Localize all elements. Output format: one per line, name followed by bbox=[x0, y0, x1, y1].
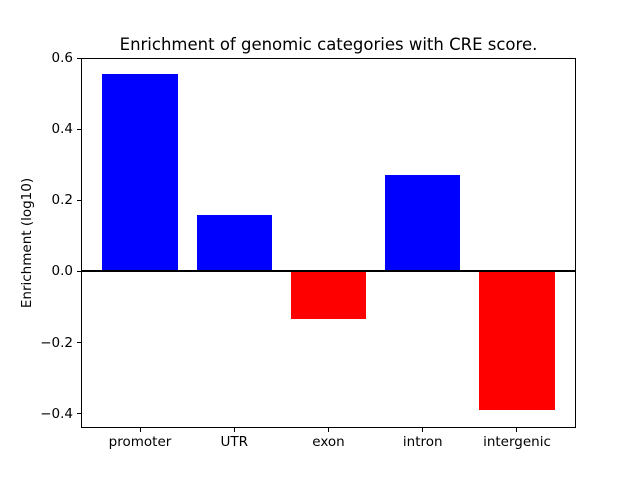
x-tick-label-promoter: promoter bbox=[108, 434, 172, 450]
y-tick-label: −0.2 bbox=[40, 334, 73, 351]
y-tick-mark bbox=[77, 270, 81, 272]
bar-promoter bbox=[102, 74, 178, 272]
chart-title: Enrichment of genomic categories with CR… bbox=[119, 35, 538, 54]
bar-UTR bbox=[196, 215, 272, 272]
y-tick-label: −0.4 bbox=[40, 405, 73, 422]
x-tick-mark bbox=[422, 428, 424, 432]
bar-intergenic bbox=[479, 271, 555, 411]
x-tick-mark bbox=[328, 428, 329, 432]
y-tick-label: 0.0 bbox=[51, 263, 73, 280]
zero-line bbox=[81, 270, 576, 273]
x-tick-label-intron: intron bbox=[402, 434, 443, 450]
bar-intron bbox=[385, 175, 461, 272]
y-tick-mark bbox=[77, 199, 81, 201]
x-tick-label-intergenic: intergenic bbox=[483, 434, 551, 450]
y-tick-mark bbox=[77, 413, 81, 415]
bar-exon bbox=[290, 271, 367, 320]
y-tick-label: 0.6 bbox=[51, 50, 73, 66]
y-tick-label: 0.2 bbox=[51, 192, 73, 209]
y-tick-label: 0.4 bbox=[51, 121, 73, 138]
y-tick-mark bbox=[77, 342, 81, 344]
x-tick-mark bbox=[139, 428, 141, 432]
x-tick-label-UTR: UTR bbox=[220, 434, 248, 450]
y-tick-mark bbox=[77, 57, 81, 59]
x-tick-mark bbox=[233, 428, 235, 432]
y-tick-mark bbox=[77, 128, 81, 130]
x-tick-label-exon: exon bbox=[312, 434, 345, 450]
x-tick-mark bbox=[516, 428, 518, 432]
